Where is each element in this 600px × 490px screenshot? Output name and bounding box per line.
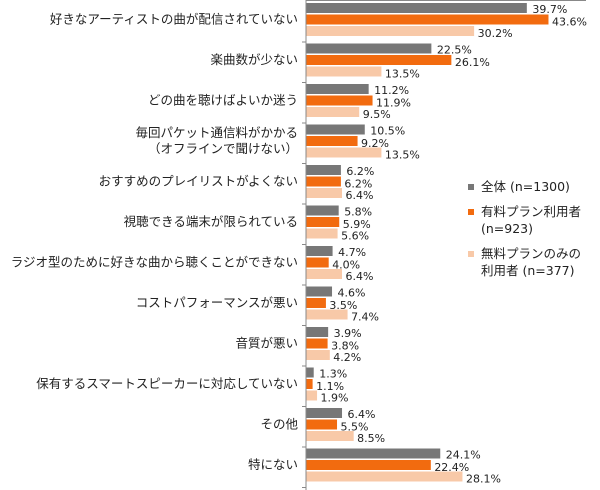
bar <box>306 165 341 175</box>
data-label: 13.5% <box>385 149 420 162</box>
data-label: 3.5% <box>329 299 357 312</box>
legend-swatch <box>468 184 474 190</box>
data-label: 26.1% <box>455 56 490 69</box>
legend-item: 有料プラン利用者 (n=923) <box>468 203 581 237</box>
data-label: 13.5% <box>385 68 420 81</box>
category-label: おすすめのプレイリストがよくない <box>99 174 298 189</box>
bar <box>306 419 338 430</box>
data-label: 10.5% <box>370 125 405 138</box>
bar <box>306 26 475 36</box>
data-label: 30.2% <box>478 27 513 40</box>
data-label: 24.1% <box>446 449 481 462</box>
legend-label: 全体 (n=1300) <box>481 179 570 194</box>
legend-item: 全体 (n=1300) <box>468 178 581 195</box>
data-label: 28.1% <box>466 473 501 486</box>
bar <box>306 95 373 106</box>
legend-item: 無料プランのみの 利用者 (n=377) <box>468 245 581 279</box>
data-label: 9.2% <box>361 137 389 150</box>
category-label: ラジオ型のために好きな曲から聴くことができない <box>11 255 298 270</box>
category-label: コストパフォーマンスが悪い <box>136 295 298 310</box>
bar <box>306 431 354 441</box>
data-label: 6.4% <box>346 189 374 202</box>
category-label: 毎回パケット通信料がかかる <box>135 125 298 140</box>
bar <box>306 367 314 378</box>
category-label: 音質が悪い <box>235 336 298 351</box>
bar <box>306 43 432 54</box>
category-label: その他 <box>260 417 298 432</box>
data-label: 22.4% <box>434 461 469 474</box>
bar <box>306 3 527 13</box>
bar <box>306 124 365 135</box>
bar <box>306 408 343 418</box>
data-label: 5.5% <box>341 421 369 434</box>
data-label: 4.0% <box>332 259 360 272</box>
data-label: 1.9% <box>321 392 349 405</box>
data-label: 9.5% <box>363 108 391 121</box>
category-label: 保有するスマートスピーカーに対応していない <box>36 376 298 391</box>
data-label: 7.4% <box>351 311 379 324</box>
data-label: 3.9% <box>334 327 362 340</box>
bar <box>306 66 382 77</box>
category-label: 特にない <box>248 457 298 472</box>
data-label: 1.1% <box>316 380 344 393</box>
data-label: 5.9% <box>343 218 371 231</box>
data-label: 1.3% <box>319 368 347 381</box>
bar <box>306 286 333 297</box>
bar <box>306 327 329 337</box>
data-label: 11.9% <box>376 97 411 110</box>
data-label: 22.5% <box>437 44 472 57</box>
bar <box>306 390 318 401</box>
data-label: 6.4% <box>348 408 376 421</box>
category-label: どの曲を聴けばよいか迷う <box>148 93 298 108</box>
bar <box>306 298 326 308</box>
data-label: 6.2% <box>344 178 372 191</box>
bar <box>306 471 463 482</box>
data-label: 8.5% <box>357 432 385 445</box>
legend-label: 利用者 (n=377) <box>481 263 575 278</box>
bar <box>306 460 431 470</box>
data-label: 3.8% <box>331 340 359 353</box>
bar <box>306 350 330 360</box>
legend-label: 無料プランのみの <box>481 246 582 261</box>
data-label: 5.6% <box>341 230 369 243</box>
bar <box>306 14 549 25</box>
category-label: 好きなアーティストの曲が配信されていない <box>50 12 298 27</box>
data-label: 11.2% <box>374 84 409 97</box>
bar <box>306 269 343 279</box>
category-label: 楽曲数が少ない <box>210 52 298 67</box>
legend-label: (n=923) <box>481 221 534 236</box>
data-label: 4.7% <box>338 246 366 259</box>
bar <box>306 205 339 216</box>
bar <box>306 257 329 268</box>
data-label: 6.2% <box>346 165 374 178</box>
data-label: 39.7% <box>532 3 567 16</box>
legend-label: 有料プラン利用者 <box>481 204 582 219</box>
data-label: 4.6% <box>338 287 366 300</box>
bar <box>306 55 452 65</box>
bar <box>306 188 343 198</box>
data-label: 43.6% <box>552 16 587 29</box>
category-label: （オフラインで聞けない） <box>148 141 298 156</box>
legend: 全体 (n=1300) 有料プラン利用者 (n=923) 無料プランのみの 利用者 (n… <box>468 178 581 287</box>
data-label: 4.2% <box>333 351 361 364</box>
bar <box>306 147 382 158</box>
bar <box>306 136 358 146</box>
bar <box>306 246 333 256</box>
data-label: 6.4% <box>346 270 374 283</box>
category-label: 視聴できる端末が限られている <box>124 214 298 229</box>
legend-swatch <box>468 209 474 215</box>
data-label: 5.8% <box>344 206 372 219</box>
bar <box>306 217 340 227</box>
bar <box>306 176 341 187</box>
bar <box>306 228 338 239</box>
bar <box>306 338 328 349</box>
legend-swatch <box>468 251 474 257</box>
bar <box>306 448 441 459</box>
bar <box>306 84 369 94</box>
bar <box>306 107 360 117</box>
bar <box>306 309 348 320</box>
bar <box>306 379 313 389</box>
